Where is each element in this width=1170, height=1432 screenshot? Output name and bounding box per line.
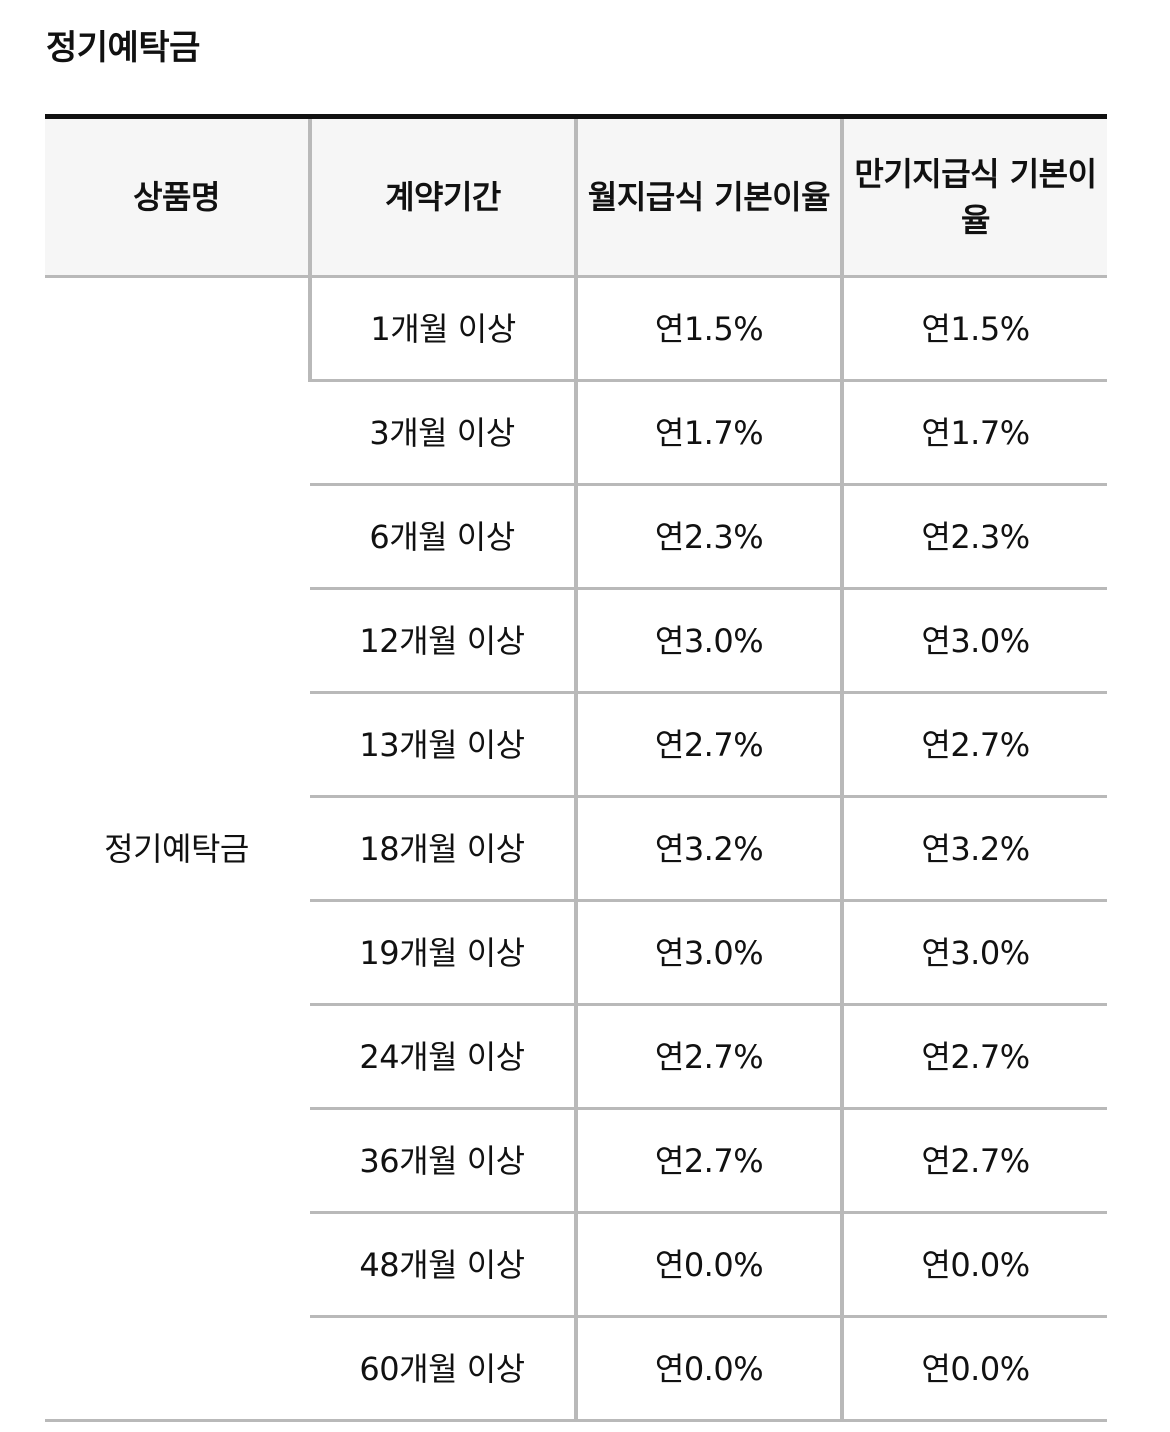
period-cell: 13개월 이상 (310, 692, 576, 798)
maturity-rate-cell: 연1.7% (840, 380, 1107, 486)
period-cell: 18개월 이상 (310, 796, 576, 902)
header-product: 상품명 (45, 116, 310, 278)
monthly-rate-cell: 연0.0% (574, 1212, 842, 1318)
period-cell: 36개월 이상 (310, 1108, 576, 1214)
header-period: 계약기간 (308, 116, 576, 278)
period-cell: 12개월 이상 (310, 588, 576, 694)
header-monthly-rate: 월지급식 기본이율 (574, 116, 842, 278)
table-row: 정기예탁금 1개월 이상 연1.5% 연1.5% (45, 276, 1107, 1422)
rate-table-header: 상품명 계약기간 월지급식 기본이율 만기지급식 기본이율 (45, 116, 1107, 278)
maturity-rate-cell: 연2.7% (840, 1108, 1107, 1214)
table-row: 48개월 이상 연0.0% 연0.0% (45, 1212, 1107, 1318)
maturity-rate-cell: 연3.0% (840, 588, 1107, 694)
table-row: 36개월 이상 연2.7% 연2.7% (45, 1108, 1107, 1214)
period-cell: 1개월 이상 (308, 276, 576, 382)
monthly-rate-cell: 연2.7% (574, 1004, 842, 1110)
table-row: 18개월 이상 연3.2% 연3.2% (45, 796, 1107, 902)
monthly-rate-cell: 연0.0% (574, 1316, 842, 1422)
monthly-rate-cell: 연3.0% (574, 588, 842, 694)
maturity-rate-cell: 연0.0% (840, 1212, 1107, 1318)
maturity-rate-cell: 연3.0% (840, 900, 1107, 1006)
table-row: 3개월 이상 연1.7% 연1.7% (45, 380, 1107, 486)
period-cell: 48개월 이상 (310, 1212, 576, 1318)
table-row: 19개월 이상 연3.0% 연3.0% (45, 900, 1107, 1006)
monthly-rate-cell: 연1.7% (574, 380, 842, 486)
maturity-rate-cell: 연2.3% (840, 484, 1107, 590)
table-row: 60개월 이상 연0.0% 연0.0% (45, 1316, 1107, 1422)
maturity-rate-cell: 연2.7% (840, 1004, 1107, 1110)
maturity-rate-cell: 연1.5% (840, 276, 1107, 382)
rate-table: 상품명 계약기간 월지급식 기본이율 만기지급식 기본이율 정기예탁금 1개월 … (45, 114, 1107, 1422)
period-cell: 60개월 이상 (310, 1316, 576, 1422)
monthly-rate-cell: 연2.3% (574, 484, 842, 590)
monthly-rate-cell: 연2.7% (574, 1108, 842, 1214)
table-row: 12개월 이상 연3.0% 연3.0% (45, 588, 1107, 694)
monthly-rate-cell: 연1.5% (574, 276, 842, 382)
period-cell: 19개월 이상 (310, 900, 576, 1006)
period-cell: 6개월 이상 (310, 484, 576, 590)
maturity-rate-cell: 연0.0% (840, 1316, 1107, 1422)
monthly-rate-cell: 연2.7% (574, 692, 842, 798)
section-title: 정기예탁금 (46, 28, 200, 68)
maturity-rate-cell: 연3.2% (840, 796, 1107, 902)
table-row: 6개월 이상 연2.3% 연2.3% (45, 484, 1107, 590)
header-maturity-rate: 만기지급식 기본이율 (840, 116, 1107, 278)
period-cell: 24개월 이상 (310, 1004, 576, 1110)
monthly-rate-cell: 연3.2% (574, 796, 842, 902)
maturity-rate-cell: 연2.7% (840, 692, 1107, 798)
rate-table-body: 정기예탁금 1개월 이상 연1.5% 연1.5% 3개월 이상 연1.7% 연1… (45, 276, 1107, 1422)
period-cell: 3개월 이상 (310, 380, 576, 486)
product-name-cell: 정기예탁금 (45, 276, 310, 1422)
monthly-rate-cell: 연3.0% (574, 900, 842, 1006)
table-row: 13개월 이상 연2.7% 연2.7% (45, 692, 1107, 798)
table-row: 24개월 이상 연2.7% 연2.7% (45, 1004, 1107, 1110)
header-row: 상품명 계약기간 월지급식 기본이율 만기지급식 기본이율 (45, 116, 1107, 278)
